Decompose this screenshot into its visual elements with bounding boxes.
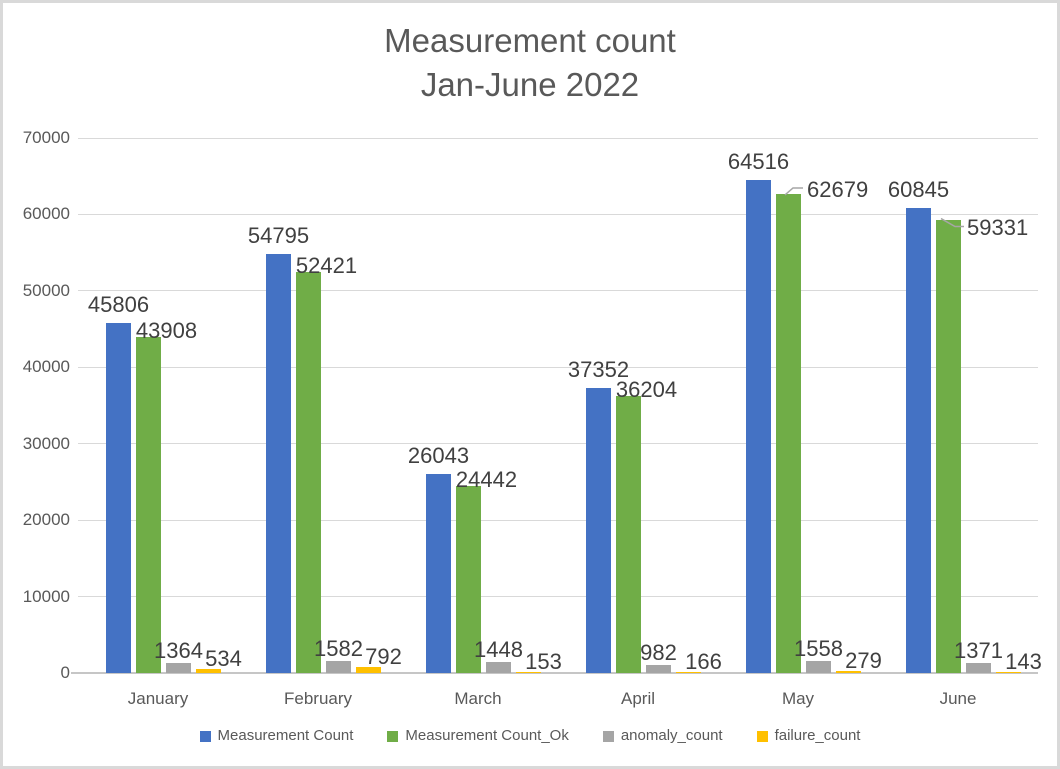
y-axis-tick-label: 70000: [22, 128, 70, 147]
legend-label: anomaly_count: [620, 727, 723, 744]
data-label: 43908: [135, 318, 198, 344]
y-axis-tick-label: 0: [60, 663, 70, 682]
legend-swatch-icon: [602, 730, 614, 742]
bar: [646, 665, 671, 673]
legend-label: Measurement Count: [217, 727, 354, 744]
data-label: 62679: [807, 176, 869, 202]
bar: [586, 387, 611, 673]
y-axis-tick-label: 60000: [22, 204, 70, 224]
legend-swatch-icon: [756, 730, 768, 742]
legend-item: Measurement Count: [199, 727, 354, 745]
y-axis-tick-label: 50000: [22, 280, 70, 300]
bar: [356, 666, 381, 673]
gridline: [78, 443, 1038, 445]
y-axis-tick-label: 40000: [22, 357, 70, 377]
data-label: 24442: [455, 467, 518, 493]
bar: [106, 322, 131, 673]
y-axis-tick-label: 10000: [22, 586, 70, 606]
chart-title-line2: Jan-June 2022: [420, 66, 640, 103]
x-axis-label: February: [283, 689, 353, 708]
bar: [906, 207, 931, 673]
gridline: [78, 596, 1038, 598]
bar: [806, 661, 831, 673]
y-axis-tick-label: 20000: [22, 510, 70, 530]
gridline: [78, 519, 1038, 521]
legend-item: anomaly_count: [602, 727, 723, 745]
data-label: 143: [1005, 648, 1042, 674]
bar: [136, 337, 161, 673]
plot-area: 0 10000 20000 30000 40000 50000 60000 70000 4580…: [3, 3, 1057, 766]
bar: [196, 668, 221, 673]
data-label: 1371: [954, 637, 1003, 663]
chart-title: Measurement count Jan-June 2022: [3, 19, 1057, 107]
bar: [426, 473, 451, 673]
y-axis-tick-label: 30000: [22, 433, 70, 453]
legend-item: Measurement Count_Ok: [387, 727, 569, 745]
data-label: 52421: [295, 253, 358, 279]
data-label: 1364: [154, 637, 203, 663]
bar: [296, 272, 321, 673]
legend-item: failure_count: [756, 727, 861, 745]
data-label: 59331: [967, 214, 1029, 240]
legend-label: failure_count: [774, 727, 861, 744]
data-label: 36204: [615, 377, 678, 403]
data-label: 1582: [314, 635, 363, 661]
data-label: 45806: [87, 291, 150, 317]
data-label: 64516: [727, 148, 790, 174]
gridline: [78, 137, 1038, 139]
bar: [776, 193, 801, 673]
data-label: 60845: [887, 176, 950, 202]
bar: [836, 670, 861, 673]
data-label: 54795: [247, 223, 310, 249]
data-label: 1448: [474, 636, 523, 662]
data-label: 1558: [794, 636, 843, 662]
legend: Measurement Count Measurement Count_Ok ano…: [3, 727, 1057, 745]
bar: [166, 662, 191, 673]
data-label: 37352: [567, 356, 630, 382]
x-axis-line: [71, 672, 1038, 674]
data-label: 982: [640, 640, 677, 666]
data-label: 153: [525, 648, 562, 674]
bar: [746, 179, 771, 673]
bar: [266, 254, 291, 673]
gridline: [78, 290, 1038, 292]
data-label: 26043: [407, 442, 470, 468]
x-axis-label: March: [454, 689, 502, 708]
x-axis-label: June: [939, 689, 977, 708]
x-axis-label: May: [781, 689, 815, 708]
data-label: 534: [205, 645, 242, 671]
data-label: 792: [365, 643, 402, 669]
bar: [516, 671, 541, 673]
legend-label: Measurement Count_Ok: [405, 727, 569, 744]
bar: [936, 219, 961, 673]
gridline: [78, 366, 1038, 368]
bar: [966, 662, 991, 673]
x-axis-label: January: [127, 689, 189, 708]
legend-swatch-icon: [387, 730, 399, 742]
gridline: [78, 213, 1038, 215]
legend-swatch-icon: [199, 730, 211, 742]
data-label: 279: [845, 647, 882, 673]
bar: [616, 396, 641, 673]
bar: [326, 660, 351, 673]
chart-title-line1: Measurement count: [384, 22, 676, 59]
bar: [486, 661, 511, 673]
bar: [676, 671, 701, 673]
bar: [996, 671, 1021, 673]
data-label: 166: [685, 648, 722, 674]
x-axis-label: April: [620, 689, 655, 708]
bar: [456, 486, 481, 673]
